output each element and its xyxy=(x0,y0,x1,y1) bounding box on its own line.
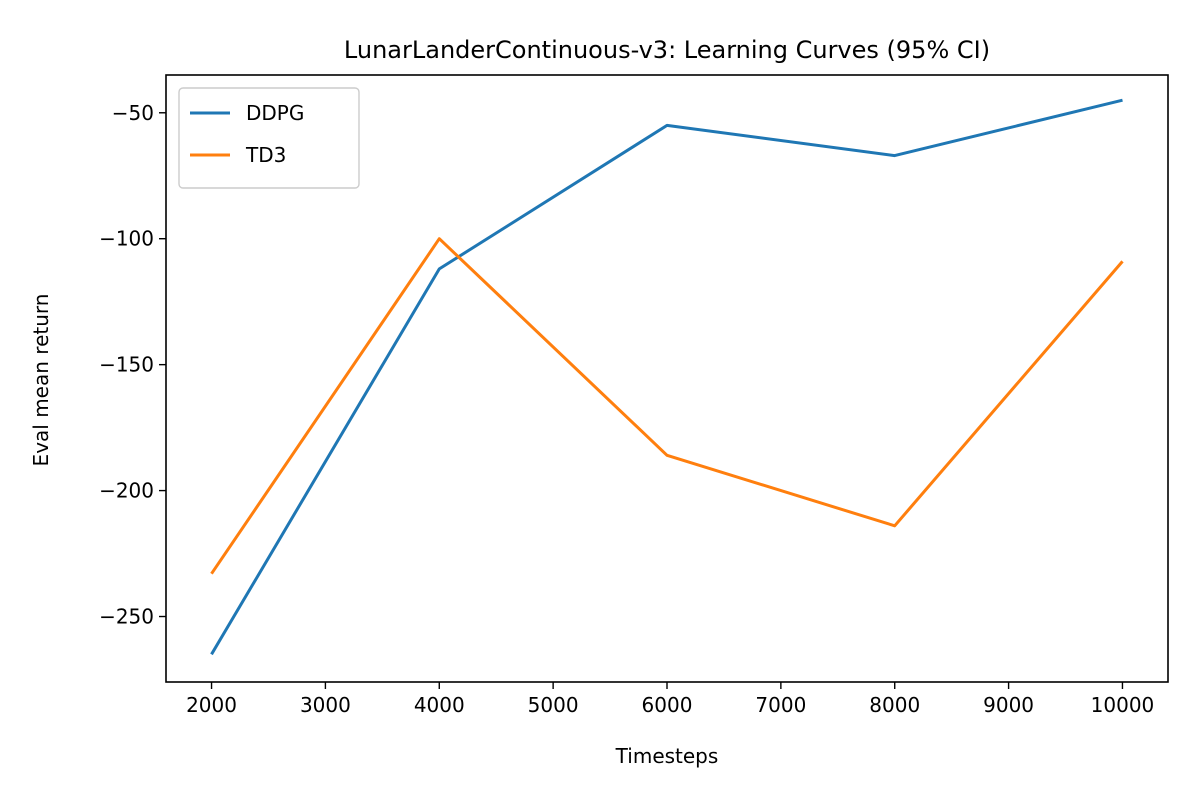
y-tick-label: −150 xyxy=(99,353,154,377)
y-tick-label: −100 xyxy=(99,227,154,251)
x-tick-label: 8000 xyxy=(869,693,920,717)
x-tick-label: 9000 xyxy=(983,693,1034,717)
y-axis-label: Eval mean return xyxy=(29,294,53,467)
x-tick-label: 2000 xyxy=(186,693,237,717)
y-tick-label: −250 xyxy=(99,605,154,629)
legend-label: DDPG xyxy=(246,101,304,125)
series-line-td3 xyxy=(210,237,1124,575)
plot-area xyxy=(210,98,1124,656)
x-tick-label: 6000 xyxy=(642,693,693,717)
x-tick-label: 3000 xyxy=(300,693,351,717)
series-line-ddpg xyxy=(210,98,1123,656)
x-tick-label: 10000 xyxy=(1091,693,1155,717)
legend: DDPG TD3 xyxy=(178,87,360,189)
y-tick-label: −50 xyxy=(112,101,154,125)
x-tick-label: 7000 xyxy=(755,693,806,717)
chart-title: LunarLanderContinuous-v3: Learning Curve… xyxy=(344,36,990,64)
x-axis-label: Timesteps xyxy=(615,744,719,768)
legend-label: TD3 xyxy=(245,143,286,167)
x-tick-label: 4000 xyxy=(414,693,465,717)
y-tick-label: −200 xyxy=(99,479,154,503)
x-tick-label: 5000 xyxy=(528,693,579,717)
